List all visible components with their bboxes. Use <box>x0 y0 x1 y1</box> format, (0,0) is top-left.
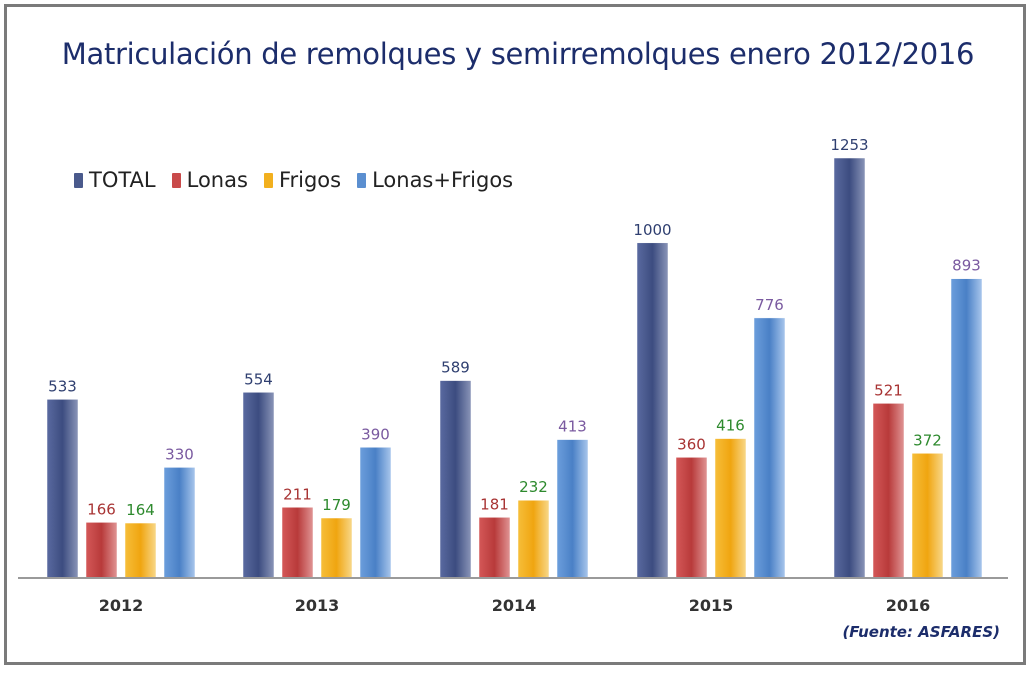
bar-2013-frigos <box>320 517 353 579</box>
bar-2012-lonas <box>85 522 118 579</box>
bar-2013-lonas <box>281 507 314 579</box>
bar-2015-lonas-frigos <box>753 317 786 579</box>
data-label-2013-lonas: 211 <box>283 485 312 503</box>
bar-2012-lonas-frigos <box>163 467 196 579</box>
x-tick-label-2012: 2012 <box>99 596 144 615</box>
legend-swatch-total <box>74 172 83 188</box>
bar-2014-total <box>439 380 472 579</box>
bar-2014-frigos <box>517 499 550 579</box>
x-tick-label-2016: 2016 <box>886 596 931 615</box>
data-label-2016-lonas: 521 <box>874 381 903 399</box>
data-label-2014-lonas-frigos: 413 <box>558 418 587 436</box>
legend-swatch-lonas-frigos <box>357 172 367 188</box>
legend-item-lonas-frigos: Lonas+Frigos <box>357 168 513 192</box>
bar-2015-total <box>636 242 669 579</box>
data-label-2014-total: 589 <box>441 359 470 377</box>
bar-2016-total <box>833 157 866 579</box>
bar-2016-lonas-frigos <box>950 278 983 579</box>
chart-legend: TOTAL Lonas Frigos Lonas+Frigos <box>74 168 529 192</box>
data-label-2013-total: 554 <box>244 370 273 388</box>
legend-swatch-frigos <box>263 172 273 188</box>
bar-2016-lonas <box>872 403 905 579</box>
data-label-2012-total: 533 <box>48 377 77 395</box>
legend-label-frigos: Frigos <box>278 168 342 192</box>
data-label-2016-frigos: 372 <box>913 431 942 449</box>
data-label-2015-lonas: 360 <box>677 435 706 453</box>
x-tick-label-2014: 2014 <box>492 596 537 615</box>
legend-swatch-lonas <box>171 172 181 188</box>
bar-2013-lonas-frigos <box>359 447 392 579</box>
data-label-2012-frigos: 164 <box>126 501 155 519</box>
legend-label-lonas: Lonas <box>186 168 248 192</box>
bar-2016-frigos <box>911 453 944 579</box>
data-label-2013-lonas-frigos: 390 <box>361 425 390 443</box>
data-label-2014-lonas: 181 <box>480 495 509 513</box>
bar-2014-lonas <box>478 517 511 579</box>
legend-item-frigos: Frigos <box>263 168 342 192</box>
bar-2013-total <box>242 392 275 579</box>
data-label-2013-frigos: 179 <box>322 496 351 514</box>
data-label-2016-lonas-frigos: 893 <box>952 257 981 275</box>
data-label-2012-lonas: 166 <box>87 500 116 518</box>
data-label-2015-frigos: 416 <box>716 417 745 435</box>
data-label-2015-lonas-frigos: 776 <box>755 296 784 314</box>
data-label-2014-frigos: 232 <box>519 478 548 496</box>
bar-2014-lonas-frigos <box>556 439 589 579</box>
data-label-2015-total: 1000 <box>633 221 671 239</box>
x-tick-label-2015: 2015 <box>689 596 734 615</box>
data-label-2016-total: 1253 <box>830 136 868 154</box>
legend-item-total: TOTAL <box>74 168 156 192</box>
data-label-2012-lonas-frigos: 330 <box>165 445 194 463</box>
bar-2012-frigos <box>124 522 157 579</box>
x-tick-label-2013: 2013 <box>295 596 340 615</box>
legend-label-total: TOTAL <box>89 168 156 192</box>
bar-2012-total <box>46 399 79 579</box>
legend-item-lonas: Lonas <box>171 168 248 192</box>
legend-label-lonas-frigos: Lonas+Frigos <box>372 168 514 192</box>
bar-2015-lonas <box>675 457 708 579</box>
chart-title: Matriculación de remolques y semirremolq… <box>61 37 975 71</box>
source-note: (Fuente: ASFARES) <box>842 623 1000 641</box>
bar-2015-frigos <box>714 438 747 579</box>
